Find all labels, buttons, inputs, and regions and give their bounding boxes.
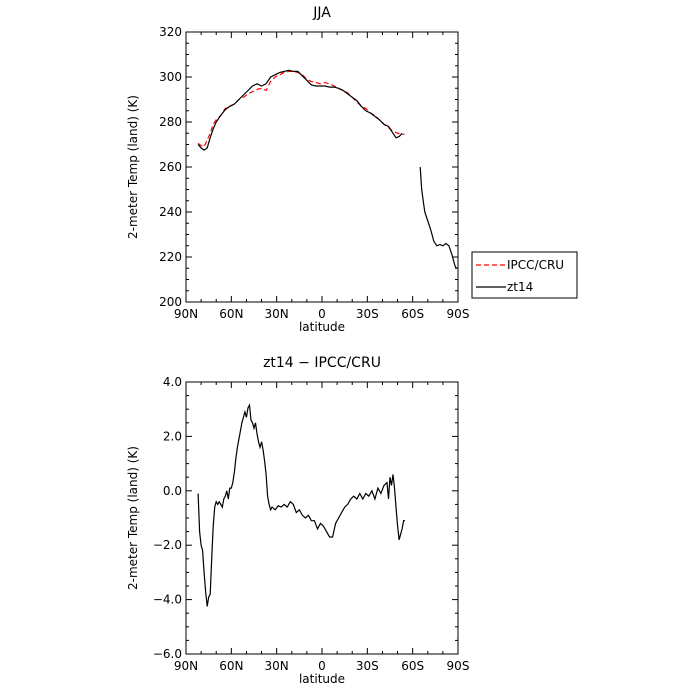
y-tick-label: 2.0 <box>163 429 182 443</box>
y-axis-label: 2-meter Temp (land) (K) <box>126 446 140 590</box>
x-tick-label: 60N <box>219 307 243 321</box>
x-tick-label: 60N <box>219 659 243 673</box>
y-axis-label: 2-meter Temp (land) (K) <box>126 95 140 239</box>
x-tick-label: 30S <box>356 307 379 321</box>
bottom-panel: 90N 60N 30N 0 30S 60S 90S −6.0 −4.0 −2.0 0.0 2.0 4.0… <box>126 355 469 686</box>
x-axis-label: latitude <box>299 320 345 334</box>
x-tick-label: 0 <box>318 659 326 673</box>
y-tick-label: 220 <box>159 250 182 264</box>
panel-title: JJA <box>312 5 331 21</box>
x-tick-label: 30S <box>356 659 379 673</box>
x-tick-label: 90S <box>447 307 470 321</box>
panel-title: zt14 − IPCC/CRU <box>263 355 381 371</box>
series-line-zt14-seg0 <box>197 69 403 151</box>
y-tick-label: −6.0 <box>153 647 182 661</box>
x-tick-label: 90N <box>174 659 198 673</box>
y-tick-label: 200 <box>159 295 182 309</box>
x-tick-label: 30N <box>265 659 289 673</box>
y-tick-label: 4.0 <box>163 375 182 389</box>
x-tick-label: 60S <box>401 307 424 321</box>
legend-label-ipcc-cru: IPCC/CRU <box>507 258 564 272</box>
legend-box <box>471 251 578 299</box>
plot-frame <box>185 31 459 303</box>
y-tick-label: 0.0 <box>163 484 182 498</box>
x-tick-label: 0 <box>318 307 326 321</box>
y-tick-label: 240 <box>159 205 182 219</box>
series-line-ipcc-cru-seg0 <box>197 70 405 148</box>
y-tick-label: 300 <box>159 70 182 84</box>
y-tick-label: −2.0 <box>153 538 182 552</box>
legend-label-zt14: zt14 <box>507 280 533 294</box>
series-line-difference-seg0 <box>197 403 406 607</box>
series-line-zt14-seg1 <box>419 166 458 269</box>
y-tick-label: 280 <box>159 115 182 129</box>
x-tick-label: 30N <box>265 307 289 321</box>
y-tick-label: 260 <box>159 160 182 174</box>
x-tick-label: 60S <box>401 659 424 673</box>
x-axis-label: latitude <box>299 672 345 686</box>
y-tick-label: −4.0 <box>153 593 182 607</box>
x-tick-label: 90N <box>174 307 198 321</box>
legend: IPCC/CRU zt14 <box>471 251 578 299</box>
x-tick-label: 90S <box>447 659 470 673</box>
top-panel: 90N 60N 30N 0 30S 60S 90S 200 220 240 260 280 300 320… <box>126 5 469 334</box>
y-tick-label: 320 <box>159 25 182 39</box>
plot-frame <box>185 381 459 655</box>
